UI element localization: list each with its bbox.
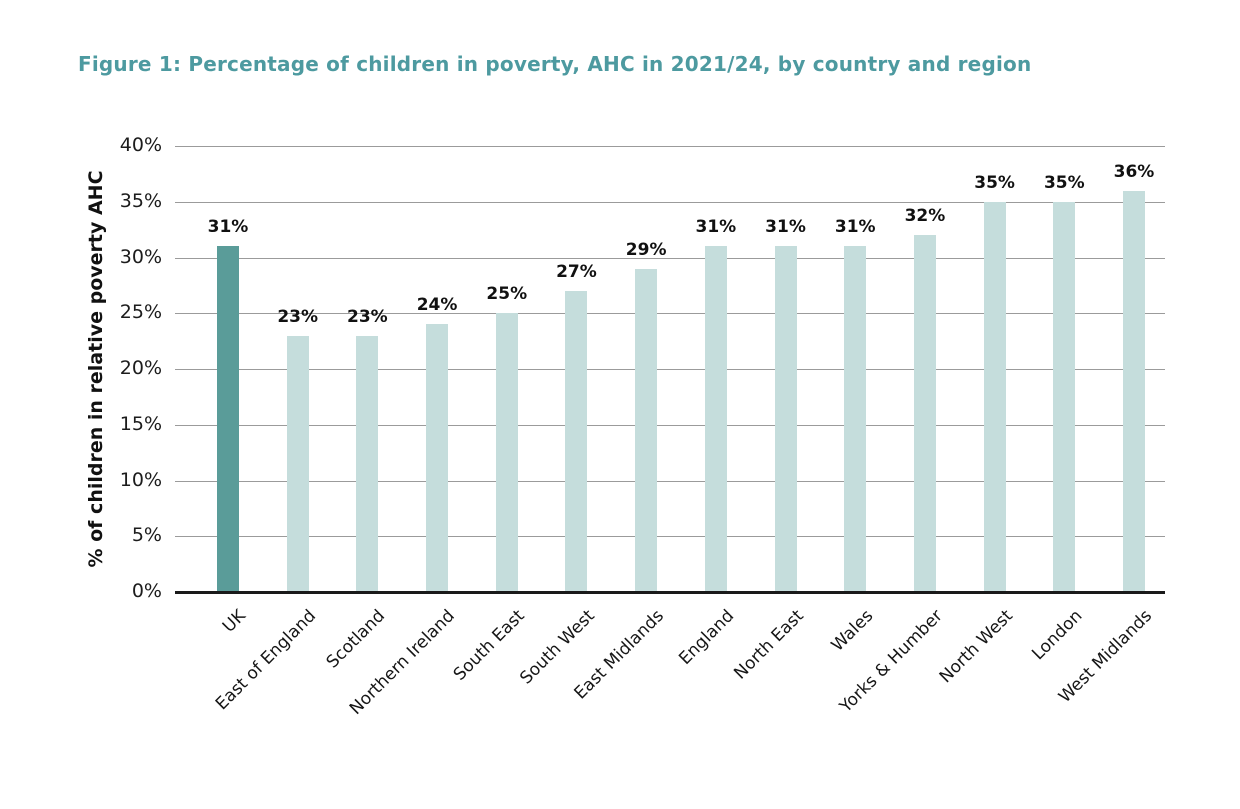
bar	[495, 313, 518, 591]
bar	[217, 246, 239, 591]
bar	[565, 290, 588, 591]
gridline	[175, 424, 1165, 426]
gridline	[175, 480, 1165, 482]
bar-value-label: 32%	[904, 206, 946, 227]
bar	[844, 246, 867, 591]
y-tick-label: 10%	[119, 468, 162, 491]
gridline	[175, 313, 1165, 315]
bar	[983, 201, 1006, 591]
x-axis-label: North East	[730, 606, 808, 684]
bar-value-label: 24%	[416, 295, 458, 316]
bar	[1123, 190, 1145, 591]
gridline	[175, 201, 1165, 203]
x-axis-label: England	[675, 606, 739, 669]
bar-value-label: 35%	[1043, 172, 1085, 193]
bar	[774, 246, 797, 591]
gridline	[175, 146, 1165, 147]
bar	[286, 335, 309, 591]
gridline	[175, 257, 1165, 259]
bar-value-label: 25%	[486, 284, 528, 305]
y-tick-label: 25%	[119, 301, 162, 324]
bar-value-label: 23%	[347, 306, 388, 327]
x-axis-line	[175, 591, 1165, 594]
bar-value-label: 27%	[556, 261, 597, 282]
y-tick-label: 35%	[119, 189, 162, 212]
bar-value-label: 31%	[695, 217, 737, 238]
x-axis-label: Scotland	[323, 606, 390, 673]
bar-value-label: 29%	[625, 239, 667, 260]
x-axis-label: UK	[219, 606, 251, 637]
bar-value-label: 31%	[765, 217, 806, 238]
bar-value-label: 23%	[277, 306, 319, 327]
y-tick-label: 20%	[119, 357, 162, 379]
bar-value-label: 35%	[974, 172, 1015, 193]
y-tick-label: 40%	[119, 134, 162, 156]
y-tick-label: 0%	[131, 580, 162, 602]
x-axis-label: North West	[935, 606, 1017, 688]
x-axis-label: London	[1028, 606, 1087, 665]
figure-title: Figure 1: Percentage of children in pove…	[78, 52, 1032, 76]
bar-value-label: 36%	[1113, 161, 1155, 182]
bar-value-label: 31%	[834, 217, 876, 238]
bar	[1053, 201, 1076, 591]
gridline	[175, 369, 1165, 370]
y-tick-label: 30%	[119, 245, 162, 268]
gridline	[175, 536, 1165, 538]
bar	[913, 235, 936, 591]
bar	[426, 324, 449, 591]
y-tick-label: 15%	[119, 412, 162, 435]
bar-value-label: 31%	[207, 217, 249, 238]
y-tick-label: 5%	[131, 524, 162, 547]
bar	[704, 246, 727, 591]
bar	[635, 268, 658, 591]
x-axis-label: Wales	[827, 606, 878, 656]
bar	[356, 335, 379, 591]
